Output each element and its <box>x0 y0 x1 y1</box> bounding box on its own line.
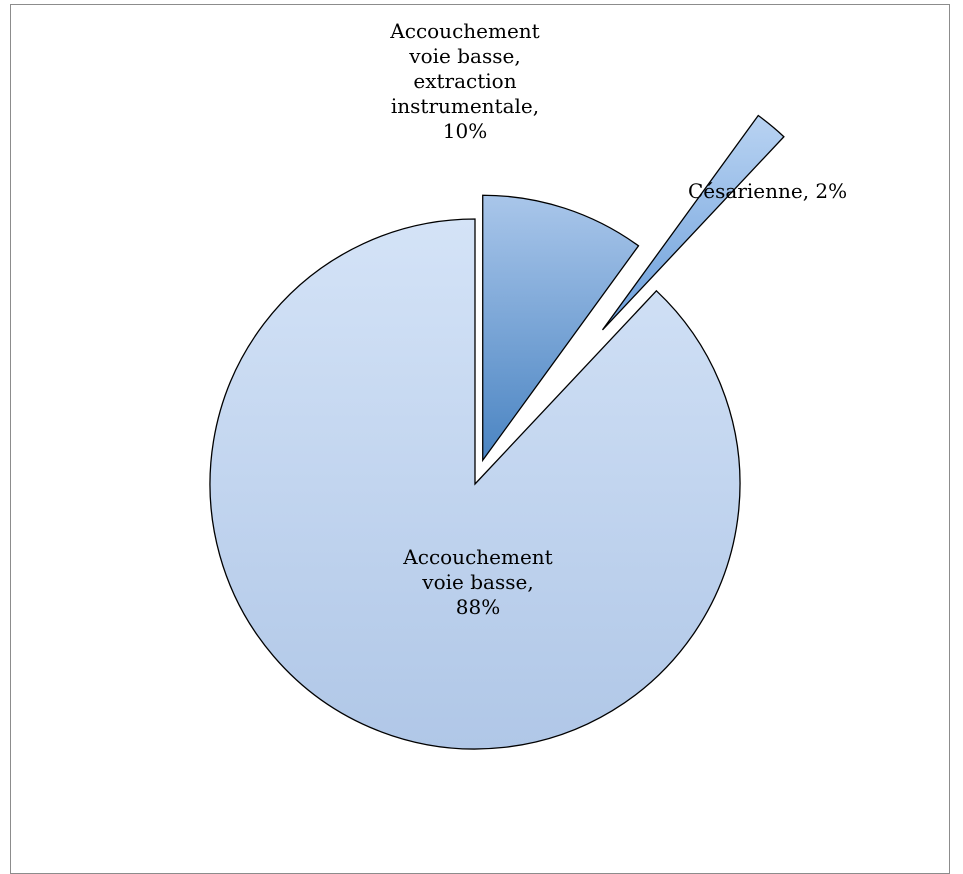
pie-slice-voie-basse <box>209 218 741 750</box>
label-instr-line4: instrumentale, <box>390 94 540 118</box>
pie-slice-cesarienne <box>601 114 785 331</box>
label-main-line3: 88% <box>455 595 501 619</box>
label-instr-line1: Accouchement <box>390 19 540 43</box>
label-instrumental: Accouchement voie basse, extraction inst… <box>355 19 575 144</box>
label-main-line1: Accouchement <box>403 545 553 569</box>
label-instr-line3: extraction <box>413 69 517 93</box>
label-cesarean: Césarienne, 2% <box>688 179 847 204</box>
label-main-line2: voie basse, <box>422 570 534 594</box>
label-main: Accouchement voie basse, 88% <box>368 545 588 620</box>
label-instr-line2: voie basse, <box>409 44 521 68</box>
pie-slice-extraction-instrumentale <box>482 194 640 463</box>
label-cesarean-text: Césarienne, 2% <box>688 179 848 203</box>
label-instr-line5: 10% <box>442 119 488 143</box>
